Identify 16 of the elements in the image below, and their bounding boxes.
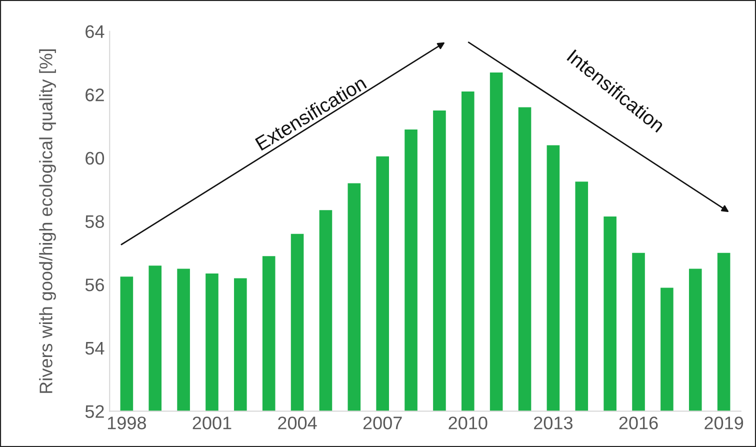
y-tick-label: 52 [85,405,104,418]
y-tick-label: 62 [86,88,104,102]
y-axis-title: Rivers with good/high ecological quality [%] [39,49,56,393]
x-tick-label: 2004 [278,416,317,430]
x-tick-label: 2013 [534,416,572,430]
x-tick-label: 2019 [704,416,744,430]
y-tick-label: 58 [85,215,104,228]
y-tick-label: 64 [86,25,104,38]
x-tick-label: 2016 [619,416,658,430]
y-tick-label: 56 [85,278,104,292]
x-tick-label: 2010 [448,416,488,430]
x-tick-label: 2001 [192,416,232,430]
y-tick-label: 60 [86,152,104,165]
x-tick-label: 2007 [363,416,402,430]
x-tick-label: 1998 [108,416,146,430]
y-tick-label: 54 [85,342,104,355]
